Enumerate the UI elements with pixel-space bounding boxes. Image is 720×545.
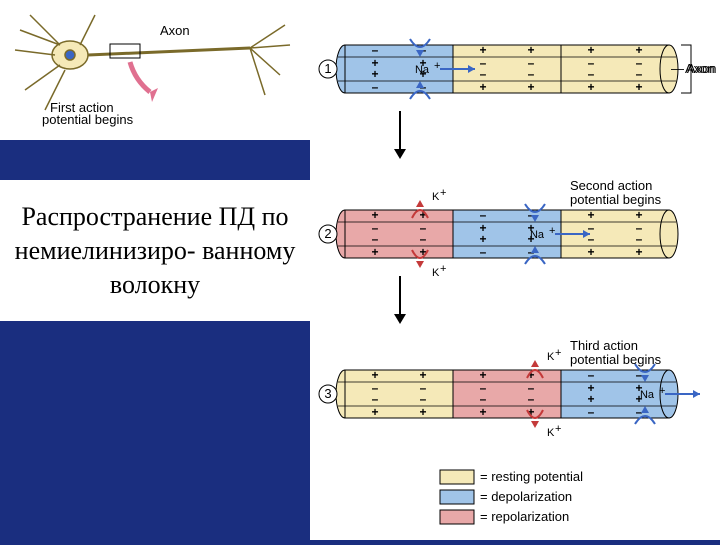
svg-text:–: –: [480, 208, 487, 222]
first-ap-label-2: potential begins: [42, 112, 134, 127]
svg-text:+: +: [371, 67, 378, 81]
svg-text:–: –: [420, 232, 427, 246]
svg-text:K: K: [432, 191, 440, 203]
svg-text:–: –: [372, 80, 379, 94]
svg-text:+: +: [419, 405, 426, 419]
svg-text:+: +: [479, 80, 486, 94]
svg-text:–: –: [588, 368, 595, 382]
svg-text:+: +: [527, 43, 534, 57]
svg-text:–: –: [588, 405, 595, 419]
svg-text:Na: Na: [530, 229, 545, 241]
svg-text:+: +: [479, 232, 486, 246]
svg-text:–: –: [372, 43, 379, 57]
svg-text:Second action: Second action: [570, 178, 652, 193]
svg-text:–: –: [528, 67, 535, 81]
svg-text:potential begins: potential begins: [570, 192, 662, 207]
svg-text:+: +: [371, 368, 378, 382]
svg-text:+: +: [587, 245, 594, 259]
axon-label: Axon: [160, 23, 190, 38]
propagation-diagram: –++––++–+––++––++––++––+Na+1+––++––+–++–…: [310, 0, 720, 540]
svg-text:+: +: [479, 43, 486, 57]
svg-text:1: 1: [324, 61, 331, 76]
svg-text:+: +: [555, 423, 561, 435]
svg-text:+: +: [635, 80, 642, 94]
svg-text:Axon: Axon: [685, 61, 715, 76]
svg-text:+: +: [440, 187, 446, 199]
svg-text:+: +: [549, 225, 555, 237]
svg-text:–: –: [372, 392, 379, 406]
svg-text:Na: Na: [415, 64, 430, 76]
svg-text:K: K: [547, 351, 555, 363]
svg-text:+: +: [587, 43, 594, 57]
svg-text:+: +: [371, 245, 378, 259]
svg-text:–: –: [588, 67, 595, 81]
svg-text:–: –: [480, 67, 487, 81]
svg-text:–: –: [480, 245, 487, 259]
svg-text:+: +: [635, 208, 642, 222]
svg-text:+: +: [371, 405, 378, 419]
svg-text:–: –: [372, 232, 379, 246]
svg-text:= depolarization: = depolarization: [480, 489, 572, 504]
neuron-illustration: Axon First action potential begins: [0, 0, 310, 140]
svg-text:–: –: [636, 232, 643, 246]
svg-text:+: +: [479, 405, 486, 419]
svg-text:K: K: [432, 267, 440, 279]
svg-text:+: +: [587, 208, 594, 222]
svg-text:+: +: [635, 43, 642, 57]
svg-text:potential begins: potential begins: [570, 352, 662, 367]
svg-text:+: +: [587, 80, 594, 94]
svg-text:Na: Na: [640, 389, 655, 401]
svg-text:K: K: [547, 427, 555, 439]
svg-text:–: –: [480, 392, 487, 406]
svg-text:= repolarization: = repolarization: [480, 509, 569, 524]
svg-text:+: +: [587, 392, 594, 406]
main-title: Распространение ПД по немиелинизиро- ван…: [8, 200, 302, 301]
svg-text:Third action: Third action: [570, 338, 638, 353]
svg-text:–: –: [528, 392, 535, 406]
svg-text:+: +: [419, 368, 426, 382]
svg-text:3: 3: [324, 386, 331, 401]
svg-text:+: +: [440, 263, 446, 275]
svg-text:+: +: [527, 80, 534, 94]
svg-text:= resting potential: = resting potential: [480, 469, 583, 484]
svg-text:2: 2: [324, 226, 331, 241]
svg-text:+: +: [479, 368, 486, 382]
svg-text:+: +: [371, 208, 378, 222]
title-panel: Распространение ПД по немиелинизиро- ван…: [0, 180, 310, 321]
svg-text:+: +: [635, 245, 642, 259]
svg-text:+: +: [555, 347, 561, 359]
svg-text:–: –: [636, 67, 643, 81]
svg-text:+: +: [434, 60, 440, 72]
svg-text:+: +: [659, 385, 665, 397]
svg-text:–: –: [420, 392, 427, 406]
